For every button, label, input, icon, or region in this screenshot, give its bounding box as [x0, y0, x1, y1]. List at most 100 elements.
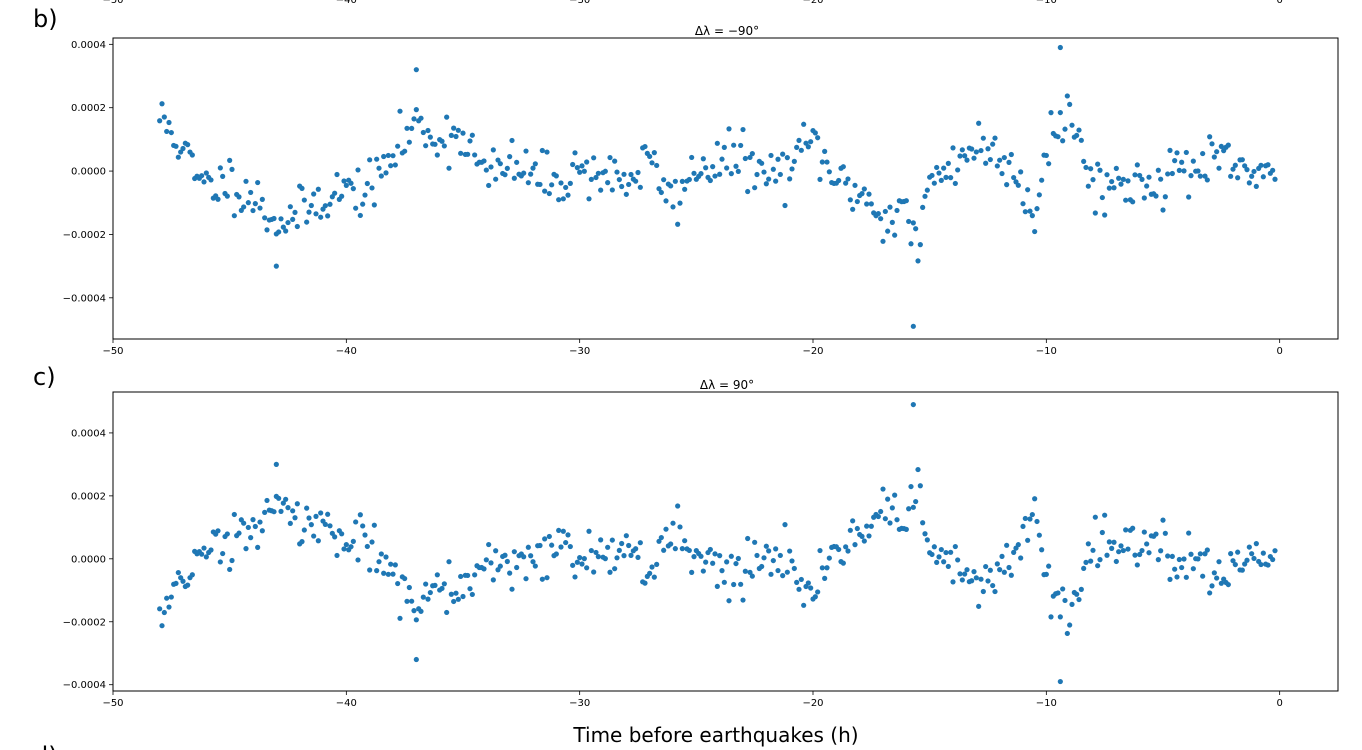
data-point — [787, 176, 793, 182]
data-point — [948, 175, 954, 181]
data-point — [1246, 180, 1252, 186]
data-point — [301, 197, 307, 203]
data-point — [938, 177, 944, 183]
data-point — [731, 581, 737, 588]
data-point — [357, 512, 363, 518]
data-point — [875, 513, 881, 520]
data-point — [964, 157, 970, 163]
x-tick-label: −20 — [802, 698, 823, 709]
data-point — [938, 546, 944, 553]
data-point — [1034, 518, 1040, 525]
data-point — [714, 140, 720, 146]
data-point — [273, 263, 279, 269]
data-point — [945, 160, 951, 166]
data-point — [1174, 150, 1180, 156]
data-point — [201, 179, 207, 185]
y-tick-label: 0.0002 — [71, 103, 106, 114]
panel-b: b) Δλ = −90° −50 −40 −30 −20 −10 0 0.0004 0.000… — [33, 5, 1339, 357]
data-point — [999, 170, 1005, 177]
top-x-tick-label: −40 — [336, 0, 357, 6]
data-point — [1116, 175, 1122, 181]
data-point — [203, 170, 209, 176]
x-tick-label: 0 — [1276, 698, 1282, 709]
data-point — [1057, 44, 1063, 51]
data-point — [945, 563, 951, 570]
data-point — [609, 187, 615, 193]
data-point — [703, 559, 709, 565]
data-point — [1011, 549, 1017, 555]
data-point — [243, 546, 249, 552]
data-point — [1106, 539, 1112, 545]
data-point — [444, 609, 450, 616]
data-point — [1204, 547, 1210, 553]
data-point — [649, 564, 655, 570]
data-point — [999, 553, 1005, 559]
data-point — [878, 216, 884, 222]
data-point — [1260, 174, 1266, 180]
data-point — [299, 539, 305, 545]
data-point — [1146, 174, 1152, 180]
data-point — [257, 519, 263, 525]
panel-c: c) Δλ = 90° −50 −40 −30 −20 −10 0 0.0004 0.0002… — [33, 363, 1339, 709]
data-point — [1057, 109, 1063, 116]
data-point — [245, 524, 251, 531]
data-point — [819, 565, 825, 571]
data-point — [1048, 110, 1054, 116]
data-point — [1099, 529, 1105, 536]
data-point — [248, 189, 254, 196]
data-point — [304, 219, 310, 225]
data-point — [1186, 194, 1192, 200]
panel-letter-c: c) — [33, 363, 56, 391]
data-point — [472, 572, 478, 578]
data-point — [348, 180, 354, 186]
data-point — [509, 137, 515, 144]
data-point — [271, 215, 277, 222]
data-point — [418, 608, 424, 614]
data-point — [791, 158, 797, 164]
data-point — [1032, 228, 1038, 235]
data-point — [943, 174, 949, 180]
data-point — [1095, 161, 1101, 167]
data-point — [418, 115, 424, 121]
top-x-tick-label: 0 — [1276, 0, 1282, 6]
data-point — [763, 181, 769, 187]
data-point — [588, 547, 594, 554]
data-point — [782, 522, 788, 528]
data-point — [378, 551, 384, 557]
data-point — [1011, 174, 1017, 181]
data-point — [425, 596, 431, 602]
data-point — [913, 226, 919, 232]
data-point — [455, 596, 461, 602]
y-tick-label: −0.0002 — [63, 230, 106, 241]
data-point — [1211, 570, 1217, 576]
data-point — [404, 125, 410, 131]
data-point — [556, 527, 562, 534]
data-point — [1076, 127, 1082, 133]
data-point — [504, 558, 510, 565]
data-point — [465, 151, 471, 157]
data-point — [577, 169, 583, 175]
data-point — [565, 192, 571, 198]
data-point — [682, 538, 688, 544]
data-point — [1155, 557, 1161, 563]
data-point — [780, 573, 786, 579]
data-point — [941, 559, 947, 565]
data-point — [1200, 150, 1206, 157]
data-point — [794, 144, 800, 150]
data-point — [227, 566, 233, 573]
data-point — [448, 591, 454, 597]
x-tick-label: −30 — [569, 698, 590, 709]
data-point — [1046, 161, 1052, 167]
data-point — [313, 211, 319, 217]
data-point — [689, 154, 695, 161]
data-point — [980, 588, 986, 595]
data-point — [1235, 549, 1241, 555]
data-point — [168, 594, 174, 600]
data-point — [894, 207, 900, 214]
data-point — [847, 197, 853, 203]
data-point — [444, 114, 450, 120]
data-point — [602, 168, 608, 174]
data-point — [1111, 539, 1117, 545]
data-point — [710, 560, 716, 566]
data-point — [469, 591, 475, 598]
